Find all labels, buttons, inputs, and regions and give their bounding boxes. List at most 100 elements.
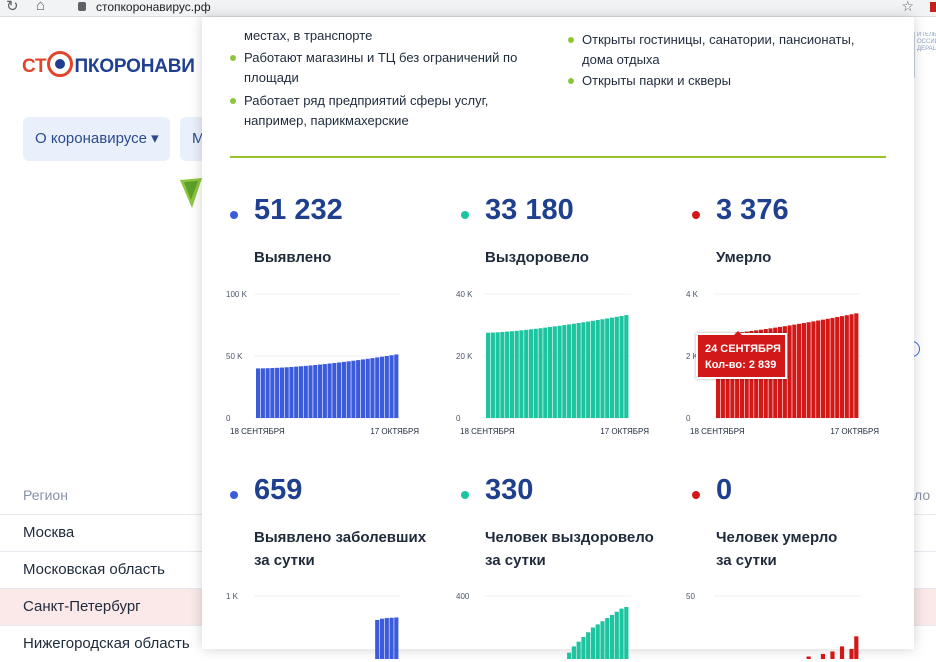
chart-detected-daily[interactable]: 1 K xyxy=(222,590,427,659)
y-tick-label: 100 K xyxy=(226,290,248,299)
site-logo[interactable]: СТ ПКОРОНАВИ xyxy=(22,46,195,78)
bar xyxy=(576,323,581,418)
bar xyxy=(854,313,859,418)
bar xyxy=(514,330,519,418)
extension-icon[interactable] xyxy=(930,2,936,12)
bar xyxy=(820,653,826,659)
address-bar[interactable]: стопкоронавирус.рф xyxy=(96,0,211,14)
x-tick-label: 17 ОКТЯБРЯ xyxy=(830,427,879,436)
x-tick-label: 17 ОКТЯБРЯ xyxy=(600,427,649,436)
bar xyxy=(797,323,802,418)
y-tick-label: 0 xyxy=(686,414,691,423)
bar xyxy=(379,618,385,659)
measure-item: Открыты парки и скверы xyxy=(568,71,868,91)
region-column-header: Регион xyxy=(23,487,68,503)
stat-value: 0 xyxy=(716,474,733,506)
region-row-right xyxy=(914,551,936,588)
chart-recovered[interactable]: 40 K 20 K 0 18 СЕНТЯБРЯ 17 ОКТЯБРЯ xyxy=(452,288,657,438)
bar xyxy=(500,332,505,418)
x-tick-label: 18 СЕНТЯБРЯ xyxy=(460,427,515,436)
measure-item: местах, в транспорте xyxy=(244,28,373,43)
bullet-icon xyxy=(230,55,236,61)
bar xyxy=(394,354,399,418)
bar xyxy=(389,355,394,418)
bar xyxy=(370,358,375,418)
bar xyxy=(576,641,581,659)
bar xyxy=(317,364,323,418)
bar xyxy=(337,362,342,418)
measure-item: Открыты гостиницы, санатории, пансионаты… xyxy=(568,30,868,70)
x-tick-label: 18 СЕНТЯБРЯ xyxy=(230,427,285,436)
bar xyxy=(505,331,510,418)
statistics-popup: местах, в транспорте Работают магазины и… xyxy=(202,17,914,659)
bar xyxy=(806,322,811,418)
measure-item: Работают магазины и ТЦ без ограничений п… xyxy=(230,48,530,88)
region-row-right xyxy=(914,588,936,625)
menu-about-coronavirus[interactable]: О коронавирусе ▾ xyxy=(23,117,170,161)
region-row-right xyxy=(914,514,936,551)
bar xyxy=(624,315,629,418)
bar xyxy=(279,367,284,418)
bar xyxy=(524,329,529,418)
bar xyxy=(801,323,806,418)
bar xyxy=(595,624,600,659)
stat-label: Выявлено xyxy=(254,249,332,266)
region-row[interactable]: Санкт-Петербург xyxy=(0,588,202,625)
bar xyxy=(265,368,270,418)
bar xyxy=(284,367,289,418)
bookmark-star-icon[interactable]: ☆ xyxy=(901,0,914,14)
bar xyxy=(356,360,361,418)
region-row-right xyxy=(914,625,936,662)
y-tick-label: 4 K xyxy=(686,290,699,299)
y-tick-label: 50 K xyxy=(226,352,243,361)
bar xyxy=(811,321,816,418)
logo-text-part2: ПКОРОНАВИ xyxy=(74,56,195,77)
dot-icon xyxy=(692,491,700,499)
bar xyxy=(375,619,380,659)
bar xyxy=(567,652,572,659)
bar xyxy=(806,656,811,659)
dot-icon xyxy=(692,211,700,219)
region-row[interactable]: Москва xyxy=(0,514,202,551)
stat-value: 33 180 xyxy=(485,194,574,226)
bar xyxy=(605,618,610,659)
region-row[interactable]: Нижегородская область xyxy=(0,625,202,662)
bar xyxy=(624,607,629,659)
government-emblem[interactable]: ИТЕЛЬС ОССИЙ ДЕРАЦИ xyxy=(914,32,936,78)
dot-icon xyxy=(230,491,238,499)
chart-deaths-daily[interactable]: 50 xyxy=(682,590,887,659)
bar xyxy=(619,315,624,418)
bar xyxy=(346,361,351,418)
bar xyxy=(360,359,366,418)
bar xyxy=(849,648,854,659)
stat-label: Человек умерло за сутки xyxy=(716,529,838,569)
bar xyxy=(586,632,591,659)
dot-icon xyxy=(461,491,469,499)
bar xyxy=(375,357,380,418)
home-icon[interactable]: ⌂ xyxy=(36,0,46,14)
y-tick-label: 50 xyxy=(686,592,695,601)
bar xyxy=(581,636,586,659)
bar xyxy=(543,327,548,418)
region-row[interactable]: Московская область xyxy=(0,551,202,588)
bar xyxy=(787,325,792,418)
bar xyxy=(849,314,854,418)
chart-detected[interactable]: 100 K 50 K 0 18 СЕНТЯБРЯ 17 ОКТЯБРЯ xyxy=(222,288,427,438)
bar xyxy=(595,320,600,418)
bar xyxy=(844,315,849,418)
reload-icon[interactable]: ↻ xyxy=(6,0,19,15)
bullet-icon xyxy=(230,98,236,104)
bar xyxy=(590,627,596,659)
bar xyxy=(562,325,567,418)
x-tick-label: 17 ОКТЯБРЯ xyxy=(370,427,419,436)
bar xyxy=(792,324,797,418)
bar xyxy=(509,331,514,418)
bar xyxy=(552,326,557,418)
bar xyxy=(557,325,562,418)
bar xyxy=(581,322,586,418)
lock-icon xyxy=(78,2,86,11)
x-tick-label: 18 СЕНТЯБРЯ xyxy=(690,427,745,436)
bullet-icon xyxy=(568,78,574,84)
chart-recovered-daily[interactable]: 400 xyxy=(452,590,657,659)
bar xyxy=(825,318,830,418)
